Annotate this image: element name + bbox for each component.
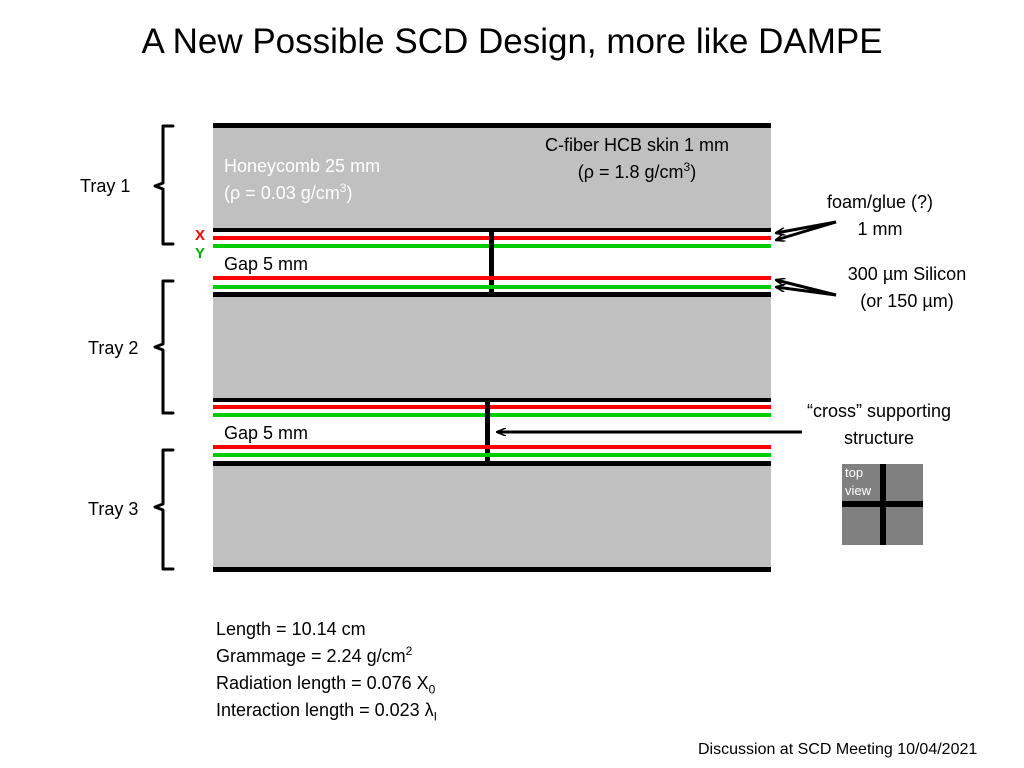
tray-1-brace: [153, 124, 175, 246]
tray-3-brace: [153, 448, 175, 571]
x-layer-marker: X: [195, 227, 206, 244]
honeycomb-label-line2: (ρ = 0.03 g/cm3): [224, 181, 353, 203]
y-layer-marker: Y: [195, 245, 206, 262]
silicon-arrow-2: [776, 287, 837, 297]
tray-2-top-skin: [213, 292, 771, 297]
tray-3-honeycomb: [213, 466, 771, 567]
top-view-label: top view: [845, 465, 872, 498]
tray-1-top-skin: [213, 123, 771, 128]
foam-glue-label: foam/glue (?) 1 mm: [826, 192, 934, 239]
tray-3-top-skin: [213, 461, 771, 466]
cfiber-label-line1: C-fiber HCB skin 1 mm: [544, 135, 730, 155]
cross-support-1: [489, 232, 494, 294]
tray-2-y-layer: [213, 285, 771, 289]
slide-title: A New Possible SCD Design, more like DAM…: [141, 22, 883, 61]
tray-2-bottom-skin: [213, 398, 771, 402]
tray-1-honeycomb: [213, 128, 771, 228]
radiation-length-stat: Radiation length = 0.076 X0: [216, 673, 436, 697]
cfiber-label: C-fiber HCB skin 1 mm (ρ = 1.8 g/cm3): [530, 132, 744, 186]
top-view-inset: top view: [842, 464, 923, 545]
honeycomb-label-line1: Honeycomb 25 mm: [224, 156, 381, 176]
silicon-label: 300 µm Silicon (or 150 µm): [847, 264, 967, 311]
tray-1-label: Tray 1: [80, 176, 131, 196]
tray-2-y-layer-bottom: [213, 413, 771, 417]
cfiber-label-line2: (ρ = 1.8 g/cm3): [577, 160, 697, 182]
gap-2-label: Gap 5 mm: [224, 423, 309, 443]
foam-arrow-2: [776, 220, 837, 240]
tray-3-y-layer: [213, 453, 771, 457]
tray-3-x-layer: [213, 445, 771, 449]
tray-1-bottom-skin: [213, 228, 771, 232]
grammage-stat: Grammage = 2.24 g/cm2: [216, 644, 413, 666]
tray-2-x-layer: [213, 276, 771, 280]
footer-note: Discussion at SCD Meeting 10/04/2021: [698, 741, 978, 758]
tray-2-x-layer-bottom: [213, 405, 771, 409]
gap-1-label: Gap 5 mm: [224, 254, 309, 274]
tray-3-bottom-skin: [213, 567, 771, 572]
cross-structure-label: “cross” supporting structure: [806, 401, 952, 448]
tray-3-label: Tray 3: [88, 499, 139, 519]
cross-support-2: [485, 402, 490, 464]
tray-2-honeycomb: [213, 297, 771, 398]
top-view-cross-horizontal: [842, 501, 923, 507]
tray-2-brace: [153, 279, 175, 415]
honeycomb-label: Honeycomb 25 mm (ρ = 0.03 g/cm3): [224, 153, 380, 207]
length-stat: Length = 10.14 cm: [216, 619, 366, 639]
tray-2-label: Tray 2: [88, 338, 139, 358]
stats-block: Length = 10.14 cm Grammage = 2.24 g/cm2 …: [216, 616, 437, 724]
interaction-length-stat: Interaction length = 0.023 λI: [216, 700, 437, 724]
